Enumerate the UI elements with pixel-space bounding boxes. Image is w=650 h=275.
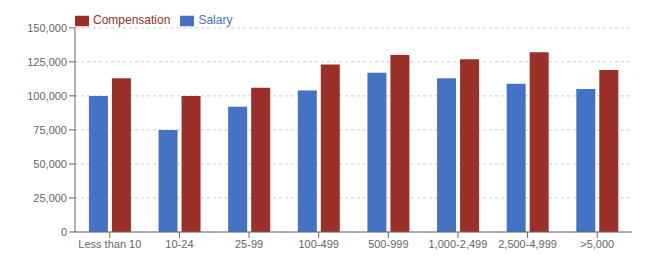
svg-text:25,000: 25,000: [33, 192, 67, 204]
svg-text:500-999: 500-999: [368, 238, 408, 250]
svg-text:Less than 10: Less than 10: [78, 238, 141, 250]
svg-text:100,000: 100,000: [27, 90, 67, 102]
svg-text:25-99: 25-99: [235, 238, 263, 250]
svg-text:100-499: 100-499: [299, 238, 339, 250]
svg-text:75,000: 75,000: [33, 124, 67, 136]
svg-text:>5,000: >5,000: [580, 238, 614, 250]
svg-text:50,000: 50,000: [33, 158, 67, 170]
svg-text:1,000-2,499: 1,000-2,499: [429, 238, 488, 250]
svg-text:10-24: 10-24: [165, 238, 193, 250]
html-text:Compensation: Compensation: [93, 13, 171, 27]
svg-text:125,000: 125,000: [27, 56, 67, 68]
svg-text:0: 0: [61, 226, 67, 238]
svg-text:2,500-4,999: 2,500-4,999: [498, 238, 557, 250]
svg-text:150,000: 150,000: [27, 22, 67, 34]
html-text:Salary: Salary: [198, 13, 233, 27]
